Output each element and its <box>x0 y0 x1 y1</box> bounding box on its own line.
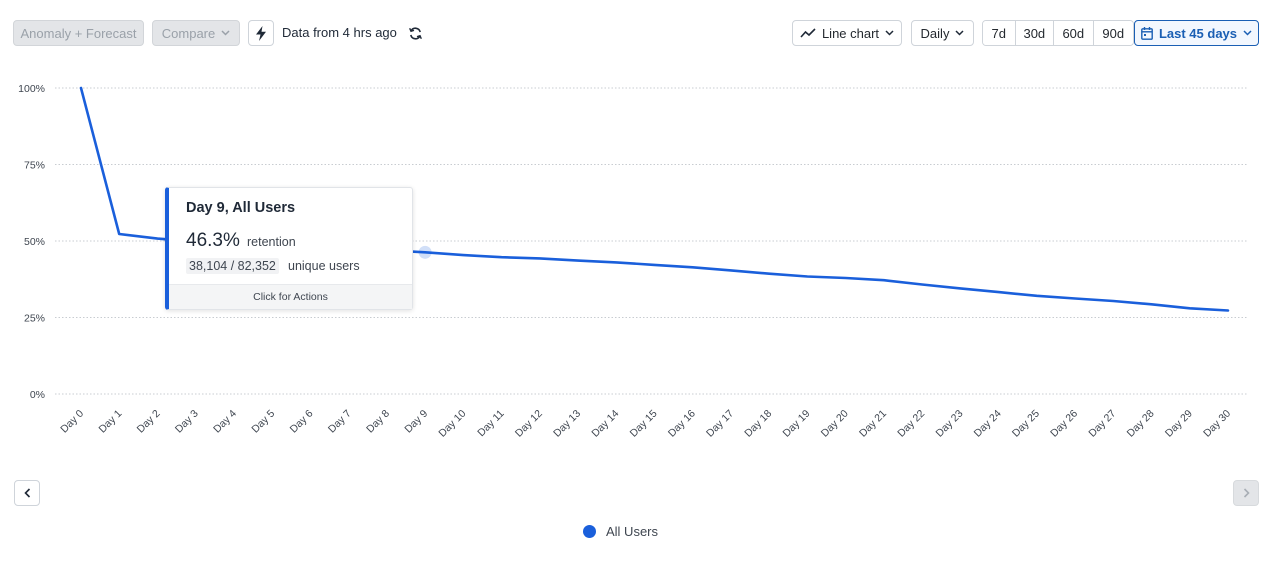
date-range-label: Last 45 days <box>1158 25 1238 41</box>
tooltip-title: Day 9, All Users <box>186 200 296 216</box>
y-axis: 100% 75% 50% 25% 0% <box>18 83 45 401</box>
x-tick-label: Day 24 <box>972 408 1004 440</box>
x-tick-label: Day 20 <box>819 408 851 440</box>
y-tick-label: 25% <box>24 313 45 325</box>
x-tick-label: Day 17 <box>704 408 736 440</box>
chevron-down-icon <box>955 30 964 36</box>
x-tick-label: Day 26 <box>1048 408 1080 440</box>
range-7d[interactable]: 7d <box>983 21 1016 45</box>
tooltip-value-label: retention <box>247 235 296 249</box>
range-60d[interactable]: 60d <box>1054 21 1094 45</box>
x-tick-label: Day 11 <box>475 408 507 440</box>
anomaly-forecast-button[interactable]: Anomaly + Forecast <box>13 20 144 46</box>
legend-swatch-all-users <box>583 525 596 538</box>
x-tick-label: Day 10 <box>436 408 468 440</box>
next-page-button[interactable] <box>1233 480 1259 506</box>
range-selector: 7d 30d 60d 90d <box>982 20 1134 46</box>
y-tick-label: 0% <box>30 389 45 401</box>
range-30d[interactable]: 30d <box>1015 21 1055 45</box>
x-tick-label: Day 23 <box>933 408 965 440</box>
x-axis: Day 0 Day 1 Day 2 Day 3 Day 4 Day 5 Day 6 Day 7… <box>58 408 1233 440</box>
x-tick-label: Day 5 <box>249 408 277 436</box>
chevron-left-icon <box>23 488 30 498</box>
x-tick-label: Day 21 <box>857 408 889 440</box>
chevron-down-icon <box>885 30 894 36</box>
chevron-down-icon <box>1243 30 1252 36</box>
data-freshness-text: Data from 4 hrs ago <box>282 25 397 40</box>
chart-type-label: Line chart <box>821 25 880 41</box>
chart-legend: All Users <box>583 524 658 539</box>
interval-dropdown[interactable]: Daily <box>911 20 974 46</box>
tooltip-count-label: unique users <box>288 259 360 273</box>
y-tick-label: 100% <box>18 83 45 95</box>
x-tick-label: Day 30 <box>1201 408 1233 440</box>
x-tick-label: Day 28 <box>1125 408 1157 440</box>
x-tick-label: Day 3 <box>173 408 201 436</box>
lightning-icon <box>256 25 266 41</box>
x-tick-label: Day 13 <box>551 408 583 440</box>
tooltip-count: 38,104 / 82,352 <box>186 258 279 274</box>
toolbar: Anomaly + Forecast Compare Data from 4 h… <box>0 0 1280 66</box>
grid-lines <box>55 87 1248 395</box>
x-tick-label: Day 29 <box>1163 408 1195 440</box>
line-chart-icon <box>800 28 816 38</box>
refresh-icon <box>408 26 422 40</box>
chevron-right-icon <box>1243 488 1250 498</box>
x-tick-label: Day 7 <box>326 408 354 436</box>
x-tick-label: Day 1 <box>96 408 124 436</box>
chart-type-dropdown[interactable]: Line chart <box>792 20 902 46</box>
date-range-dropdown[interactable]: Last 45 days <box>1134 20 1259 46</box>
y-tick-label: 75% <box>24 160 45 172</box>
x-tick-label: Day 8 <box>364 408 392 436</box>
x-tick-label: Day 19 <box>781 408 813 440</box>
interval-label: Daily <box>920 25 950 41</box>
retention-line-chart: 100%75%50%25%0% Day 0 Day 1 Day 2 Day 3 Day … <box>18 83 1248 440</box>
legend-label-all-users[interactable]: All Users <box>606 524 659 539</box>
chevron-down-icon <box>221 30 230 36</box>
x-tick-label: Day 0 <box>58 408 86 436</box>
x-tick-label: Day 12 <box>513 408 545 440</box>
x-tick-label: Day 22 <box>895 408 927 440</box>
x-tick-label: Day 14 <box>589 408 621 440</box>
anomaly-forecast-label: Anomaly + Forecast <box>20 25 137 41</box>
y-tick-label: 50% <box>24 236 45 248</box>
tooltip-actions[interactable]: Click for Actions <box>169 284 412 309</box>
x-tick-label: Day 6 <box>288 408 316 436</box>
x-tick-label: Day 25 <box>1010 408 1042 440</box>
range-90d[interactable]: 90d <box>1093 21 1133 45</box>
refresh-button[interactable] <box>404 23 426 43</box>
calendar-icon <box>1141 26 1153 40</box>
x-tick-label: Day 16 <box>666 408 698 440</box>
compare-label: Compare <box>161 25 216 41</box>
data-tooltip[interactable]: Day 9, All Users 46.3% retention 38,104 … <box>165 187 413 310</box>
lightning-button[interactable] <box>248 20 274 46</box>
x-tick-label: Day 4 <box>211 408 239 436</box>
highlight-point <box>418 245 432 259</box>
tooltip-value: 46.3% <box>186 230 240 251</box>
x-tick-label: Day 15 <box>628 408 660 440</box>
x-tick-label: Day 2 <box>135 408 163 436</box>
x-tick-label: Day 9 <box>402 408 430 436</box>
compare-button[interactable]: Compare <box>152 20 240 46</box>
x-tick-label: Day 27 <box>1086 408 1118 440</box>
prev-page-button[interactable] <box>14 480 40 506</box>
x-tick-label: Day 18 <box>742 408 774 440</box>
